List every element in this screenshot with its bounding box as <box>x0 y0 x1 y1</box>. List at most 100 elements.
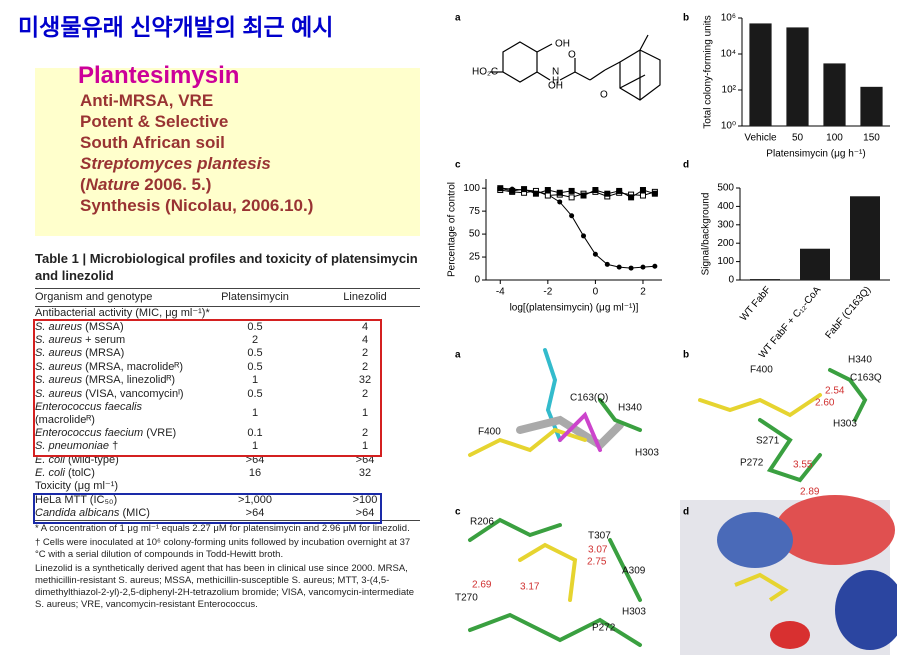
panel-label: c <box>455 160 461 171</box>
value-cell: >1,000 <box>238 493 272 506</box>
atom-label: N <box>552 67 559 78</box>
x-tick-label: -2 <box>543 287 552 298</box>
info-line: South African soil <box>80 133 225 152</box>
journal: Nature <box>85 175 140 194</box>
point <box>521 186 528 193</box>
point <box>544 187 551 194</box>
organism: S. aureus <box>35 347 83 360</box>
paren: ( <box>80 175 86 194</box>
data-row: S. aureus (VISA, vancomycinᴵ) 0.5 2 <box>35 387 420 400</box>
point <box>568 187 575 194</box>
bar <box>800 248 830 280</box>
x-tick-label: 2 <box>640 287 646 298</box>
x-tick-label: Vehicle <box>744 133 777 144</box>
y-tick-label: 400 <box>717 201 734 212</box>
atom-label: O <box>568 50 576 61</box>
header-cell: Organism and genotype <box>35 288 200 307</box>
organism-cell: E. coli (wild-type) <box>35 454 200 467</box>
point <box>639 192 646 199</box>
data-row: S. aureus (MRSA) 0.5 2 <box>35 347 420 360</box>
point <box>497 185 504 192</box>
y-axis-label: Total colony-forming units <box>703 15 714 128</box>
bar <box>786 27 809 126</box>
residue-label: F400 <box>750 365 773 376</box>
residue-label: T270 <box>455 593 478 604</box>
residue-label: C163Q <box>850 373 882 384</box>
bar <box>823 63 846 126</box>
point <box>544 192 551 199</box>
data-row: Enterococcus faecalis (macrolideᴿ) 1 1 <box>35 401 420 427</box>
value-cell: 4 <box>361 333 369 346</box>
residue-label: C163(Q) <box>570 393 608 404</box>
residue-label: 2.75 <box>587 557 607 568</box>
organism: S. aureus <box>35 333 83 346</box>
atom-label: OH <box>548 81 563 92</box>
value-cell: >64 <box>355 507 375 520</box>
value-cell: 2 <box>361 360 369 373</box>
data-row: S. aureus + serum 2 4 <box>35 334 420 347</box>
point <box>628 265 634 271</box>
value-cell: 0.1 <box>247 426 263 439</box>
organism-cell: S. aureus (VISA, vancomycinᴵ) <box>35 387 200 400</box>
data-row: S. aureus (MSSA) 0.5 4 <box>35 320 420 333</box>
organism-detail: (tolC) <box>68 467 95 480</box>
organism-cell: S. aureus (MRSA) <box>35 347 200 360</box>
info-species: Streptomyces plantesis <box>80 154 271 173</box>
residue-label: S271 <box>756 436 780 447</box>
residue-label: R206 <box>470 517 494 528</box>
residue-label: H340 <box>848 355 872 366</box>
point <box>651 190 658 197</box>
value-cell: 1 <box>251 440 259 453</box>
data-row: Candida albicans (MIC) >64 >64 <box>35 507 420 521</box>
slide-title: 미생물유래 신약개발의 최근 예시 <box>18 14 334 40</box>
info-line: Anti-MRSA, VRE <box>80 91 214 110</box>
citation-rest: 2006. 5.) <box>139 175 212 194</box>
point <box>568 194 575 201</box>
y-tick-label: 200 <box>717 238 734 249</box>
organism: Enterococcus faecalis <box>35 400 142 413</box>
value-cell: 1 <box>361 440 369 453</box>
value-cell: 2 <box>361 347 369 360</box>
residue-label: H340 <box>618 403 642 414</box>
residue-label: 3.55 <box>793 460 813 471</box>
atom-label: OH <box>555 39 570 50</box>
organism-cell: Enterococcus faecalis (macrolideᴿ) <box>35 401 200 427</box>
footnote: * A concentration of 1 μg ml⁻¹ equals 2.… <box>35 523 410 535</box>
y-tick-label: 50 <box>469 229 481 240</box>
x-tick-label: WT FabF <box>738 285 773 324</box>
organism-detail: HeLa MTT (IC₅₀) <box>35 493 118 506</box>
value-cell: >64 <box>245 507 265 520</box>
footnote: † Cells were inoculated at 10⁶ colony-fo… <box>35 537 411 561</box>
x-tick-label: -4 <box>496 287 505 298</box>
section-heading: Antibacterial activity (MIC, μg ml⁻¹)* <box>35 307 210 320</box>
section-row: Antibacterial activity (MIC, μg ml⁻¹)* <box>35 307 420 321</box>
point <box>616 187 623 194</box>
info-box: Plantesimysin Anti-MRSA, VRE Potent & Se… <box>35 62 420 236</box>
value-cell: 0.5 <box>247 387 263 400</box>
residue-label: 2.54 <box>825 386 845 397</box>
data-row: HeLa MTT (IC₅₀) >1,000 >100 <box>35 494 420 507</box>
value-cell: 2 <box>361 426 369 439</box>
value-cell: 2 <box>361 387 369 400</box>
y-tick-label: 10⁶ <box>721 13 736 24</box>
point <box>604 190 611 197</box>
panel-label: c <box>455 507 461 518</box>
header-row: Organism and genotype Platensimycin Linezo… <box>35 288 420 307</box>
data-row: S. aureus (MRSA, macrolideᴿ) 0.5 2 <box>35 361 420 374</box>
info-line: Potent & Selective <box>80 112 229 131</box>
bar <box>860 86 883 126</box>
organism: S. aureus <box>35 374 83 387</box>
data-row: S. pneumoniae † 1 1 <box>35 440 420 453</box>
table-title: Table 1 | Microbiological profiles and t… <box>35 251 418 283</box>
residue-label: H303 <box>635 448 659 459</box>
organism-cell: Enterococcus faecium (VRE) <box>35 427 200 440</box>
panel-label: a <box>455 13 461 24</box>
residue-label: 3.07 <box>588 545 608 556</box>
value-cell: >64 <box>355 453 375 466</box>
point <box>592 187 599 194</box>
residue-label: 2.89 <box>800 487 820 498</box>
bar <box>850 196 880 280</box>
value-cell: 16 <box>248 467 262 480</box>
data-row: Enterococcus faecium (VRE) 0.1 2 <box>35 427 420 440</box>
bar <box>749 23 772 126</box>
